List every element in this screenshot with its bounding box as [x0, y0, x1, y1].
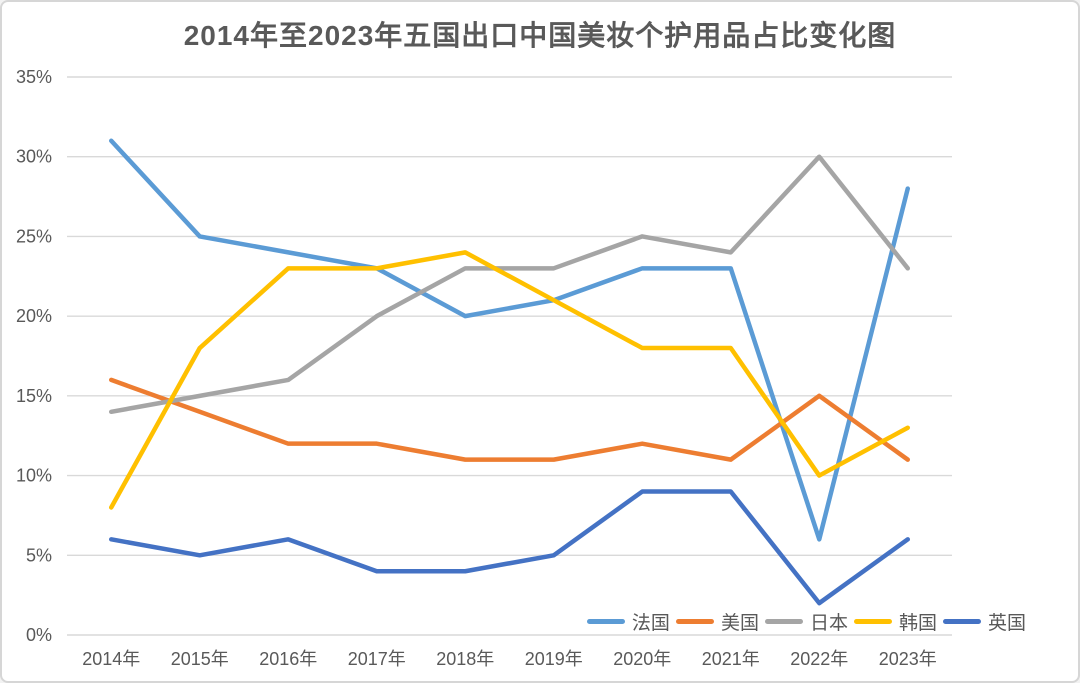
- legend-item-日本: 日本: [764, 608, 848, 635]
- chart-title: 2014年至2023年五国出口中国美妆个护用品占比变化图: [183, 20, 897, 51]
- legend-swatch-日本: [764, 619, 803, 624]
- y-axis-tick-0%: 0%: [26, 625, 52, 645]
- x-axis-tick-2021年: 2021年: [702, 649, 760, 669]
- series-line-韩国: [109, 250, 910, 510]
- x-axis-tick-2018年: 2018年: [436, 649, 494, 669]
- x-axis-tick-2017年: 2017年: [348, 649, 406, 669]
- y-axis-tick-35%: 35%: [16, 67, 52, 87]
- chart-legend: 法国 美国 日本 韩国 英国: [586, 608, 1026, 635]
- legend-label-韩国: 韩国: [898, 613, 937, 634]
- x-axis-tick-2014年: 2014年: [82, 649, 140, 669]
- x-axis-tick-2019年: 2019年: [525, 649, 583, 669]
- legend-item-法国: 法国: [586, 608, 670, 635]
- series-line-美国: [109, 377, 910, 462]
- legend-swatch-韩国: [853, 619, 892, 624]
- legend-swatch-美国: [675, 619, 714, 624]
- x-axis-tick-2022年: 2022年: [790, 649, 848, 669]
- y-axis-tick-5%: 5%: [26, 545, 52, 565]
- y-axis-tick-30%: 30%: [16, 147, 52, 167]
- legend-label-日本: 日本: [809, 613, 848, 634]
- y-axis-tick-20%: 20%: [16, 306, 52, 326]
- x-axis-tick-2015年: 2015年: [171, 649, 229, 669]
- y-axis-tick-25%: 25%: [16, 226, 52, 246]
- series-line-英国: [109, 489, 910, 606]
- x-axis-tick-2016年: 2016年: [259, 649, 317, 669]
- legend-swatch-法国: [586, 619, 625, 624]
- legend-label-英国: 英国: [987, 613, 1026, 634]
- x-axis-tick-2023年: 2023年: [879, 649, 937, 669]
- legend-item-英国: 英国: [942, 608, 1026, 635]
- series-line-日本: [109, 154, 910, 415]
- legend-label-法国: 法国: [631, 613, 670, 634]
- x-axis-tick-2020年: 2020年: [613, 649, 671, 669]
- y-axis-tick-10%: 10%: [16, 466, 52, 486]
- legend-item-美国: 美国: [675, 608, 759, 635]
- series-line-法国: [109, 138, 910, 542]
- y-axis-tick-15%: 15%: [16, 386, 52, 406]
- legend-swatch-英国: [942, 619, 981, 624]
- legend-item-韩国: 韩国: [853, 608, 937, 635]
- legend-label-美国: 美国: [720, 613, 759, 634]
